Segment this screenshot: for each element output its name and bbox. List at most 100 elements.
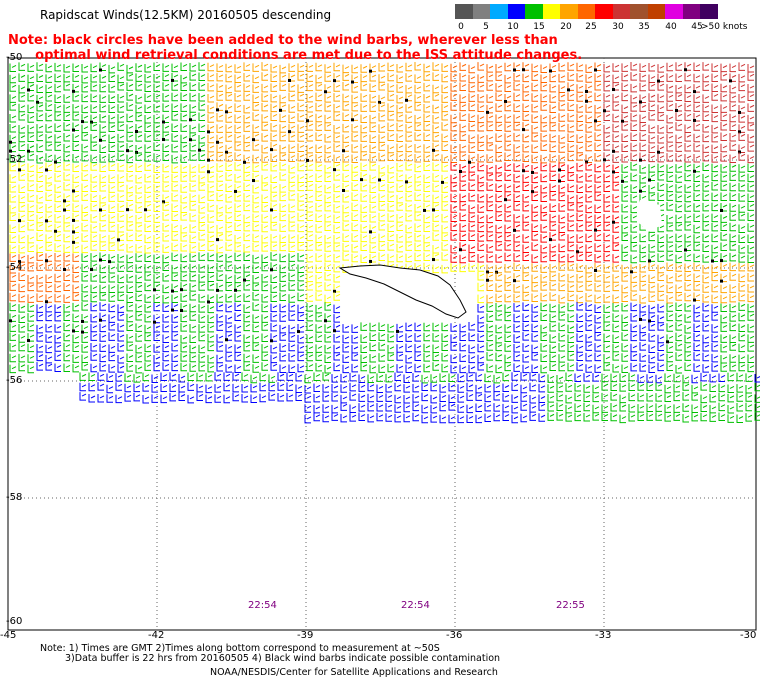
wind-barb bbox=[495, 242, 503, 251]
wind-barb bbox=[513, 183, 521, 193]
wind-barb bbox=[504, 74, 512, 84]
wind-barb bbox=[99, 212, 107, 222]
wind-barb bbox=[702, 264, 710, 274]
wind-barb bbox=[351, 243, 359, 253]
wind-barb bbox=[358, 393, 366, 402]
wind-barb bbox=[468, 172, 476, 181]
wind-barb bbox=[378, 62, 386, 72]
wind-barb bbox=[675, 84, 683, 94]
wind-barb bbox=[99, 114, 107, 123]
wind-barb bbox=[279, 94, 287, 104]
wind-barb bbox=[180, 184, 188, 193]
wind-barb bbox=[747, 63, 755, 73]
wind-barb bbox=[720, 164, 728, 173]
wind-barb bbox=[630, 234, 638, 243]
wind-barb bbox=[522, 292, 530, 301]
wind-barb bbox=[205, 394, 213, 404]
quality-flag-dot bbox=[486, 278, 489, 282]
wind-barb bbox=[558, 243, 566, 253]
wind-barb bbox=[684, 343, 692, 353]
wind-barb bbox=[135, 244, 143, 253]
wind-barb bbox=[153, 223, 161, 233]
wind-barb bbox=[621, 273, 629, 282]
wind-barb bbox=[324, 354, 332, 363]
wind-barb bbox=[747, 143, 755, 152]
wind-barb bbox=[279, 64, 287, 74]
wind-barb bbox=[432, 84, 440, 94]
wind-barb bbox=[331, 383, 339, 393]
wind-barb bbox=[450, 354, 458, 364]
wind-barb bbox=[18, 223, 26, 233]
scale-swatch bbox=[647, 4, 666, 19]
wind-barb bbox=[63, 322, 71, 332]
wind-barb bbox=[610, 382, 618, 391]
wind-barb bbox=[54, 232, 62, 242]
wind-barb bbox=[81, 253, 89, 262]
wind-barb bbox=[385, 413, 393, 422]
quality-flag-dot bbox=[171, 308, 174, 312]
wind-barb bbox=[459, 202, 467, 211]
wind-barb bbox=[387, 92, 395, 101]
wind-barb bbox=[684, 93, 692, 103]
wind-barb bbox=[718, 383, 726, 393]
quality-flag-dot bbox=[63, 199, 66, 203]
wind-barb bbox=[738, 354, 746, 364]
wind-barb bbox=[711, 144, 719, 154]
wind-barb bbox=[153, 164, 161, 173]
wind-barb bbox=[160, 394, 168, 404]
wind-barb bbox=[306, 264, 314, 273]
wind-barb bbox=[468, 93, 476, 102]
wind-barb bbox=[369, 234, 377, 244]
wind-barb bbox=[457, 384, 465, 393]
wind-barb bbox=[135, 112, 143, 122]
wind-barb bbox=[153, 234, 161, 244]
quality-flag-dot bbox=[162, 200, 165, 204]
wind-barb bbox=[484, 383, 492, 393]
wind-barb bbox=[666, 294, 674, 304]
wind-barb bbox=[306, 282, 314, 291]
wind-barb bbox=[54, 193, 62, 203]
wind-barb bbox=[234, 162, 242, 171]
wind-barb bbox=[531, 212, 539, 222]
wind-barb bbox=[288, 234, 296, 243]
wind-barb bbox=[270, 293, 278, 302]
wind-barb bbox=[133, 392, 141, 402]
wind-barb bbox=[385, 373, 393, 383]
wind-barb bbox=[412, 383, 420, 393]
wind-barb bbox=[153, 83, 161, 93]
wind-barb bbox=[306, 122, 314, 131]
wind-barb bbox=[18, 112, 26, 121]
wind-barb bbox=[169, 383, 177, 392]
quality-flag-dot bbox=[45, 259, 48, 263]
wind-barb bbox=[324, 133, 332, 143]
wind-barb bbox=[243, 73, 251, 82]
wind-barb bbox=[207, 214, 215, 223]
wind-barb bbox=[720, 192, 728, 202]
wind-barb bbox=[486, 323, 494, 333]
wind-barb bbox=[369, 204, 377, 213]
wind-barb bbox=[54, 94, 62, 103]
wind-barb bbox=[378, 142, 386, 151]
wind-barb bbox=[261, 122, 269, 131]
wind-barb bbox=[432, 333, 440, 342]
wind-barb bbox=[477, 242, 485, 251]
wind-barb bbox=[252, 264, 260, 274]
wind-barb bbox=[54, 334, 62, 344]
wind-barb bbox=[144, 104, 152, 113]
wind-barb bbox=[387, 62, 395, 72]
wind-barb bbox=[738, 212, 746, 221]
wind-barb bbox=[693, 342, 701, 352]
wind-barb bbox=[342, 134, 350, 143]
wind-barb bbox=[745, 393, 753, 402]
quality-flag-dot bbox=[153, 288, 156, 292]
wind-barb bbox=[18, 362, 26, 372]
wind-barb bbox=[576, 352, 584, 362]
wind-barb bbox=[223, 382, 231, 392]
wind-barb bbox=[387, 164, 395, 174]
wind-barb bbox=[63, 233, 71, 243]
wind-barb bbox=[648, 144, 656, 153]
wind-barb bbox=[475, 392, 483, 401]
wind-barb bbox=[288, 333, 296, 342]
wind-barb bbox=[135, 133, 143, 142]
wind-barb bbox=[567, 172, 575, 181]
